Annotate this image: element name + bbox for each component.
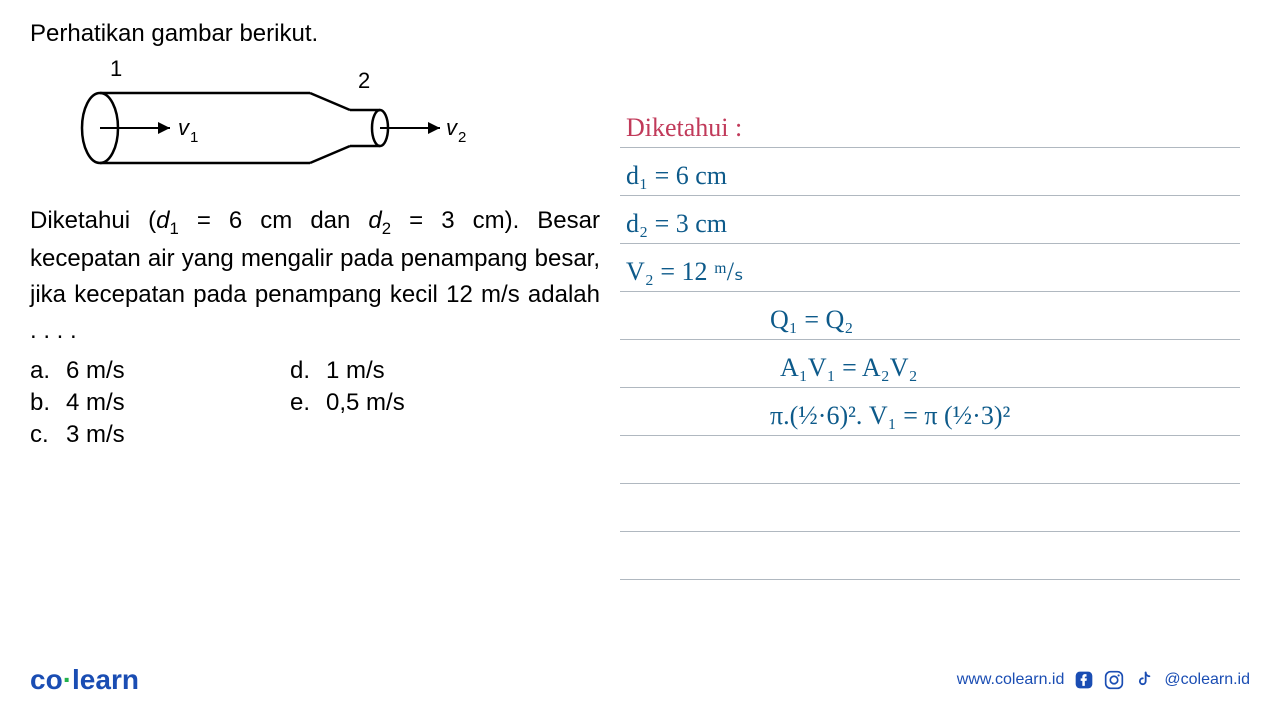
instagram-icon (1104, 670, 1124, 690)
hw-d2: d₂ = 3 cm (626, 209, 727, 239)
problem-title: Perhatikan gambar berikut. (30, 20, 600, 48)
option-b: b.4 m/s (30, 389, 290, 417)
options-grid: a.6 m/s d.1 m/s b.4 m/s e.0,5 m/s c.3 m/… (30, 357, 600, 449)
problem-text: Diketahui (d1 = 6 cm dan d2 = 3 cm). Bes… (30, 203, 600, 349)
footer: co·learn www.colearn.id @colearn.id (30, 664, 1250, 696)
hw-aveq: A₁V₁ = A₂V₂ (780, 353, 918, 383)
svg-text:1: 1 (190, 129, 198, 146)
option-e: e.0,5 m/s (290, 389, 550, 417)
diagram-label-2: 2 (358, 68, 370, 93)
hw-qeq: Q₁ = Q₂ (770, 305, 853, 335)
diagram-label-1: 1 (110, 58, 122, 81)
hw-calc: π.(½·6)². V₁ = π (½·3)² (770, 401, 1010, 431)
footer-handle: @colearn.id (1164, 671, 1250, 689)
facebook-icon (1074, 670, 1094, 690)
hw-v2: V₂ = 12 ᵐ/ₛ (626, 257, 744, 287)
tiktok-icon (1134, 670, 1154, 690)
hw-header: Diketahui : (626, 113, 742, 143)
option-a: a.6 m/s (30, 357, 290, 385)
option-c: c.3 m/s (30, 421, 290, 449)
svg-text:2: 2 (458, 129, 466, 146)
brand-logo: co·learn (30, 664, 139, 696)
pipe-diagram: 1 2 v 1 v 2 (50, 58, 600, 183)
footer-url: www.colearn.id (957, 671, 1065, 689)
option-d: d.1 m/s (290, 357, 550, 385)
handwriting-panel: Diketahui : d₁ = 6 cm d₂ = 3 cm V₂ = 12 … (620, 100, 1240, 580)
hw-d1: d₁ = 6 cm (626, 161, 727, 191)
